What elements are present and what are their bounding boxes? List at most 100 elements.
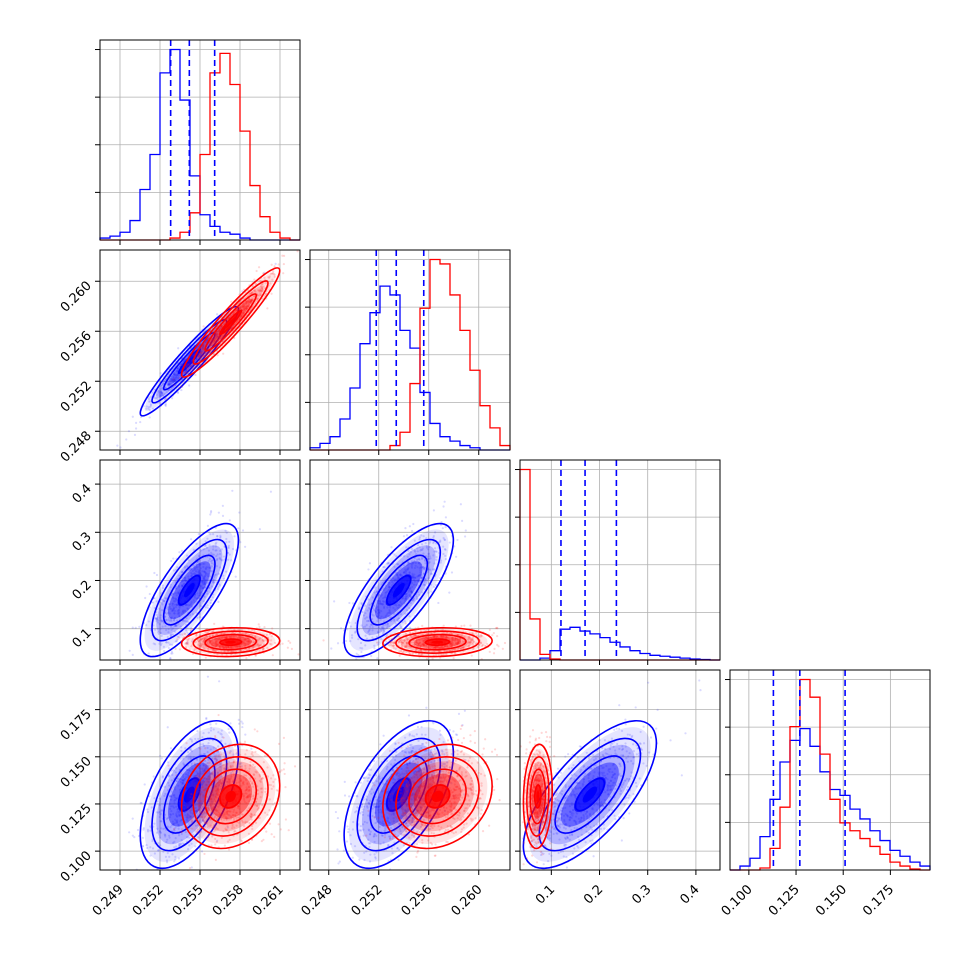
scatter-point-blue <box>190 605 194 608</box>
scatter-point-red <box>434 646 437 649</box>
scatter-point-red <box>436 645 439 648</box>
scatter-point-blue <box>184 369 187 373</box>
scatter-point-red <box>451 643 455 647</box>
scatter-point-red <box>440 635 443 638</box>
scatter-point-blue <box>172 592 175 595</box>
scatter-point-red <box>213 343 216 346</box>
scatter-point-red <box>184 371 187 374</box>
scatter-point-blue <box>402 535 406 538</box>
scatter-point-red <box>405 644 408 647</box>
scatter-point-blue <box>159 754 162 757</box>
scatter-point-red <box>433 650 436 653</box>
scatter-point-red <box>257 638 261 641</box>
scatter-point-blue <box>427 552 430 555</box>
scatter-point-red <box>232 650 235 653</box>
scatter-point-blue <box>238 306 241 309</box>
y-tick-label: 0.3 <box>70 530 95 555</box>
scatter-point-blue <box>391 577 395 580</box>
scatter-point-blue <box>204 574 207 577</box>
scatter-point-blue <box>416 575 419 578</box>
scatter-point-red <box>210 339 213 342</box>
scatter-point-red <box>440 635 443 638</box>
scatter-point-blue <box>160 619 163 622</box>
scatter-point-red <box>214 642 217 645</box>
scatter-point-blue <box>383 620 386 623</box>
scatter-point-red <box>207 643 210 646</box>
scatter-point-red <box>230 326 234 329</box>
scatter-point-blue <box>444 548 447 551</box>
scatter-point-blue <box>410 565 413 568</box>
scatter-point-red <box>441 646 445 650</box>
scatter-point-blue <box>201 347 204 350</box>
scatter-point-red <box>253 295 256 298</box>
scatter-point-blue <box>413 573 416 576</box>
scatter-point-blue <box>196 597 199 600</box>
contour-blue <box>162 554 216 626</box>
scatter-point-blue <box>399 604 402 608</box>
scatter-point-red <box>205 635 208 638</box>
scatter-point-red <box>215 633 219 636</box>
scatter-point-red <box>198 644 201 647</box>
scatter-point-blue <box>422 566 425 569</box>
scatter-point-blue <box>221 514 225 518</box>
contour-red <box>192 630 269 654</box>
scatter-point-red <box>432 646 435 650</box>
scatter-point-red <box>200 351 203 355</box>
scatter-point-red <box>450 636 454 639</box>
scatter-point-blue <box>207 581 210 584</box>
scatter-point-red <box>178 377 181 380</box>
scatter-point-red <box>454 637 457 640</box>
scatter-point-blue <box>227 727 230 731</box>
scatter-point-blue <box>200 573 203 576</box>
scatter-point-blue <box>172 375 175 378</box>
scatter-point-blue <box>158 607 161 610</box>
scatter-point-blue <box>167 388 170 392</box>
scatter-point-red <box>435 653 438 656</box>
scatter-point-red <box>250 291 253 294</box>
scatter-point-blue <box>378 579 381 582</box>
scatter-point-blue <box>161 625 164 628</box>
contour-blue <box>386 574 412 606</box>
scatter-point-blue <box>170 377 173 381</box>
scatter-point-red <box>450 641 454 644</box>
scatter-point-blue <box>410 590 413 593</box>
scatter-point-blue <box>450 571 454 574</box>
scatter-point-red <box>184 633 187 636</box>
scatter-point-blue <box>202 347 205 351</box>
scatter-point-blue <box>433 550 436 553</box>
scatter-point-blue <box>357 638 360 641</box>
scatter-point-blue <box>367 568 370 571</box>
scatter-point-blue <box>396 575 400 578</box>
scatter-point-blue <box>364 612 367 615</box>
scatter-point-blue <box>167 611 170 614</box>
scatter-point-red <box>248 297 251 301</box>
scatter-point-blue <box>178 606 181 609</box>
scatter-point-red <box>241 638 244 641</box>
scatter-point-red <box>203 636 206 639</box>
scatter-point-red <box>254 282 257 285</box>
scatter-point-red <box>435 635 439 638</box>
scatter-point-blue <box>410 560 414 563</box>
scatter-point-blue <box>368 562 371 565</box>
scatter-point-blue <box>168 602 171 606</box>
scatter-point-red <box>402 650 406 653</box>
scatter-point-red <box>207 639 210 643</box>
scatter-point-red <box>196 355 199 358</box>
scatter-point-blue <box>167 631 170 634</box>
scatter-point-red <box>421 637 424 641</box>
scatter-point-blue <box>194 567 197 570</box>
scatter-point-blue <box>195 598 198 601</box>
scatter-point-red <box>246 636 249 639</box>
scatter-point-red <box>423 644 426 647</box>
scatter-point-blue <box>173 600 176 603</box>
scatter-point-blue <box>198 563 201 566</box>
scatter-point-blue <box>426 570 430 573</box>
scatter-point-red <box>249 632 253 636</box>
scatter-point-red <box>241 305 244 308</box>
scatter-point-red <box>258 279 262 282</box>
scatter-point-red <box>258 650 261 653</box>
scatter-point-red <box>459 647 463 650</box>
scatter-point-red <box>216 345 219 348</box>
scatter-point-red <box>453 648 456 651</box>
scatter-point-blue <box>410 562 413 565</box>
